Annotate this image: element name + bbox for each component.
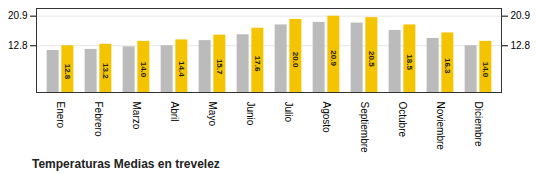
- svg-text:Noviembre: Noviembre: [435, 102, 446, 151]
- svg-text:Julio: Julio: [283, 102, 294, 123]
- svg-text:Mayo: Mayo: [207, 102, 218, 127]
- svg-text:20.9: 20.9: [329, 50, 338, 66]
- svg-text:20.9: 20.9: [8, 10, 28, 21]
- svg-text:Febrero: Febrero: [93, 102, 104, 137]
- svg-text:17.6: 17.6: [253, 56, 262, 72]
- svg-text:12.8: 12.8: [8, 40, 28, 51]
- html-text:Temperaturas Medias en trevele: Temperaturas Medias en trevelez: [32, 157, 220, 171]
- svg-text:15.7: 15.7: [215, 59, 224, 75]
- svg-text:Junio: Junio: [245, 102, 256, 126]
- svg-text:Agosto: Agosto: [321, 102, 332, 134]
- svg-text:Octubre: Octubre: [397, 102, 408, 138]
- svg-text:14.0: 14.0: [139, 62, 148, 78]
- svg-text:20.0: 20.0: [291, 52, 300, 68]
- svg-text:20.9: 20.9: [511, 10, 531, 21]
- svg-text:18.5: 18.5: [405, 54, 414, 70]
- svg-text:14.4: 14.4: [177, 61, 186, 77]
- svg-text:16.3: 16.3: [443, 58, 452, 74]
- svg-text:12.8: 12.8: [511, 40, 531, 51]
- svg-text:13.2: 13.2: [101, 63, 110, 79]
- svg-text:Septiembre: Septiembre: [359, 102, 370, 154]
- svg-text:Diciembre: Diciembre: [473, 102, 484, 147]
- svg-text:Abril: Abril: [169, 102, 180, 122]
- svg-text:14.0: 14.0: [481, 62, 490, 78]
- svg-text:20.5: 20.5: [367, 51, 376, 67]
- svg-text:Marzo: Marzo: [131, 102, 142, 130]
- svg-text:Enero: Enero: [55, 102, 66, 129]
- svg-text:12.8: 12.8: [63, 64, 72, 80]
